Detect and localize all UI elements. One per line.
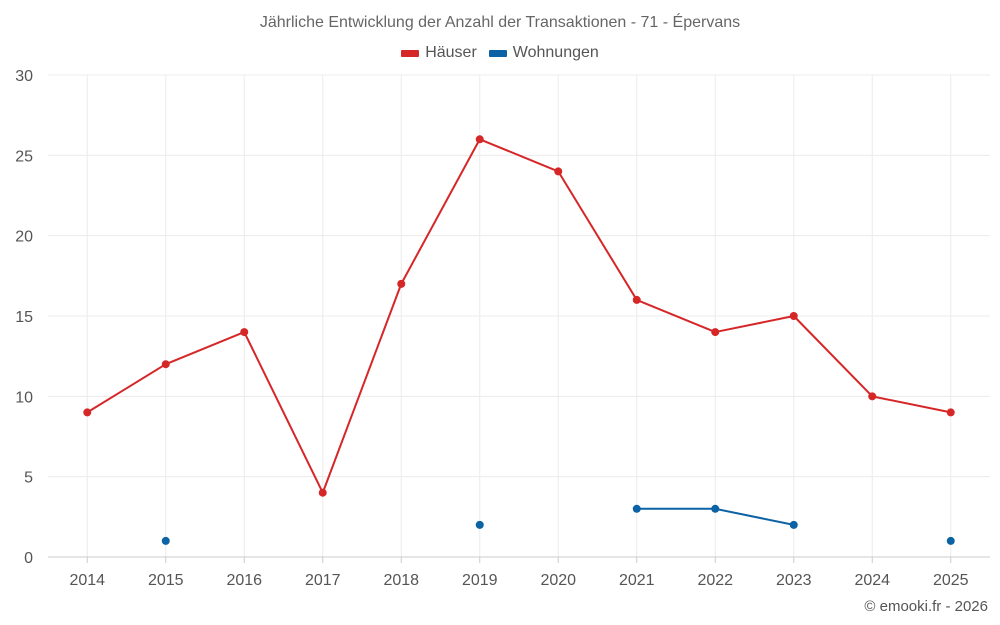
x-tick-label-2017: 2017 (305, 572, 341, 589)
line-segment-haeuser-2024 (871, 395, 952, 414)
x-tick-label-2025: 2025 (933, 572, 969, 589)
x-tick-label-2023: 2023 (776, 572, 812, 589)
legend-label-haeuser: Häuser (425, 44, 477, 61)
line-segment-haeuser-2023 (792, 315, 874, 398)
x-tick-label-2019: 2019 (462, 572, 498, 589)
credit-text: © emooki.fr - 2026 (864, 598, 988, 615)
x-tick-label-2016: 2016 (226, 572, 262, 589)
legend-item-haeuser[interactable]: Häuser (401, 44, 477, 62)
x-tick-label-2014: 2014 (69, 572, 105, 589)
line-segment-haeuser-2019 (478, 138, 560, 173)
point-haeuser-2019 (475, 135, 484, 144)
legend: Häuser Wohnungen (0, 44, 1000, 62)
point-haeuser-2025 (946, 408, 955, 417)
point-haeuser-2018 (397, 279, 406, 288)
legend-swatch-wohnungen (488, 49, 507, 57)
point-wohnungen-2015 (161, 536, 170, 545)
line-segment-haeuser-2020 (557, 170, 638, 301)
line-segment-haeuser-2014 (86, 363, 167, 414)
point-haeuser-2023 (789, 312, 798, 320)
y-tick-label-20: 20 (15, 229, 33, 246)
y-tick-label-0: 0 (24, 550, 33, 567)
y-tick-label-10: 10 (15, 389, 33, 406)
x-tick-label-2024: 2024 (854, 572, 890, 589)
point-haeuser-2020 (554, 167, 563, 176)
point-wohnungen-2021 (632, 504, 641, 513)
point-haeuser-2016 (240, 328, 249, 337)
line-segment-haeuser-2016 (243, 331, 324, 494)
x-tick-label-2022: 2022 (697, 572, 733, 589)
point-haeuser-2024 (868, 392, 877, 401)
x-tick-label-2020: 2020 (540, 572, 576, 589)
point-wohnungen-2019 (475, 520, 484, 529)
line-segment-wohnungen-2022 (714, 507, 795, 526)
point-wohnungen-2022 (711, 504, 720, 513)
point-wohnungen-2025 (946, 536, 955, 545)
line-segment-haeuser-2022 (714, 315, 795, 334)
x-tick-label-2018: 2018 (383, 572, 419, 589)
line-segment-haeuser-2017 (321, 282, 403, 494)
y-tick-label-5: 5 (24, 470, 33, 487)
chart-title: Jährliche Entwicklung der Anzahl der Tra… (259, 14, 741, 31)
legend-item-wohnungen[interactable]: Wohnungen (488, 44, 599, 62)
legend-swatch-haeuser (401, 49, 420, 57)
point-haeuser-2014 (83, 408, 92, 417)
point-haeuser-2015 (161, 360, 170, 369)
line-segment-haeuser-2018 (400, 138, 481, 285)
y-tick-label-30: 30 (15, 68, 33, 85)
x-tick-label-2021: 2021 (619, 572, 655, 589)
legend-label-wohnungen: Wohnungen (512, 44, 599, 61)
point-haeuser-2017 (318, 488, 327, 497)
point-haeuser-2021 (632, 295, 641, 304)
point-wohnungen-2023 (789, 520, 798, 529)
point-haeuser-2022 (711, 328, 720, 337)
y-tick-label-15: 15 (15, 309, 33, 326)
line-segment-haeuser-2021 (635, 298, 717, 334)
y-tick-label-25: 25 (15, 148, 33, 165)
line-segment-haeuser-2015 (164, 331, 246, 366)
x-tick-label-2015: 2015 (148, 572, 184, 589)
